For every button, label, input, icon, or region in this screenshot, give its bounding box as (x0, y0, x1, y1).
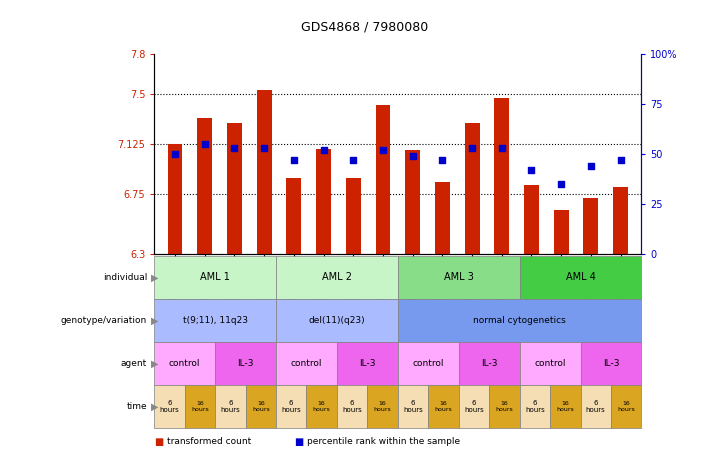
Point (615, 156, 626, 164)
Text: ■: ■ (154, 437, 163, 447)
Point (318, 146, 329, 154)
Point (348, 156, 359, 164)
Bar (197, 118, 212, 254)
Text: genotype/variation: genotype/variation (61, 316, 147, 325)
Bar (465, 124, 479, 254)
Text: 6
hours: 6 hours (281, 400, 301, 413)
Text: 16
hours: 16 hours (252, 401, 270, 412)
Text: ■: ■ (294, 437, 304, 447)
Text: 16
hours: 16 hours (374, 401, 391, 412)
Point (377, 146, 388, 154)
Text: 6
hours: 6 hours (525, 400, 545, 413)
Text: transformed count: transformed count (167, 437, 251, 446)
Text: IL-3: IL-3 (238, 359, 254, 368)
Bar (316, 149, 331, 254)
Point (288, 156, 299, 164)
Bar (346, 178, 361, 254)
Text: normal cytogenetics: normal cytogenetics (473, 316, 566, 325)
Point (199, 140, 210, 148)
Bar (435, 182, 450, 254)
Text: 6
hours: 6 hours (464, 400, 484, 413)
Text: 16
hours: 16 hours (618, 401, 635, 412)
Point (407, 152, 418, 159)
Text: t(9;11), 11q23: t(9;11), 11q23 (183, 316, 247, 325)
Text: 16
hours: 16 hours (496, 401, 513, 412)
Bar (257, 90, 271, 254)
Text: del(11)(q23): del(11)(q23) (308, 316, 365, 325)
Text: 6
hours: 6 hours (160, 400, 179, 413)
Bar (554, 210, 569, 254)
Text: 16
hours: 16 hours (557, 401, 574, 412)
Bar (494, 98, 509, 254)
Text: AML 2: AML 2 (322, 272, 352, 283)
Text: control: control (534, 359, 566, 368)
Text: IL-3: IL-3 (359, 359, 376, 368)
Point (496, 145, 508, 152)
Text: ▶: ▶ (151, 315, 158, 326)
Text: agent: agent (121, 359, 147, 368)
Text: ▶: ▶ (151, 358, 158, 369)
Text: IL-3: IL-3 (481, 359, 498, 368)
Text: time: time (127, 402, 147, 411)
Text: 16
hours: 16 hours (191, 401, 209, 412)
Text: control: control (412, 359, 444, 368)
Point (229, 145, 240, 152)
Point (556, 180, 567, 188)
Bar (168, 144, 182, 254)
Text: 16
hours: 16 hours (435, 401, 452, 412)
Text: AML 1: AML 1 (200, 272, 230, 283)
Point (170, 150, 181, 158)
Bar (287, 178, 301, 254)
Text: ▶: ▶ (151, 401, 158, 412)
Point (259, 145, 270, 152)
Text: IL-3: IL-3 (603, 359, 619, 368)
Text: 6
hours: 6 hours (586, 400, 606, 413)
Text: 6
hours: 6 hours (403, 400, 423, 413)
Text: ▶: ▶ (151, 272, 158, 283)
Point (437, 156, 448, 164)
Text: control: control (169, 359, 200, 368)
Text: 6
hours: 6 hours (342, 400, 362, 413)
Bar (376, 105, 390, 254)
Bar (227, 124, 242, 254)
Bar (405, 150, 420, 254)
Point (526, 166, 537, 173)
Text: individual: individual (103, 273, 147, 282)
Point (466, 145, 477, 152)
Text: control: control (291, 359, 322, 368)
Point (585, 162, 597, 169)
Text: GDS4868 / 7980080: GDS4868 / 7980080 (301, 20, 428, 34)
Bar (613, 187, 628, 254)
Text: 16
hours: 16 hours (313, 401, 331, 412)
Text: AML 4: AML 4 (566, 272, 595, 283)
Bar (524, 184, 539, 254)
Bar (583, 198, 599, 254)
Text: 6
hours: 6 hours (221, 400, 240, 413)
Text: AML 3: AML 3 (444, 272, 474, 283)
Text: percentile rank within the sample: percentile rank within the sample (307, 437, 460, 446)
